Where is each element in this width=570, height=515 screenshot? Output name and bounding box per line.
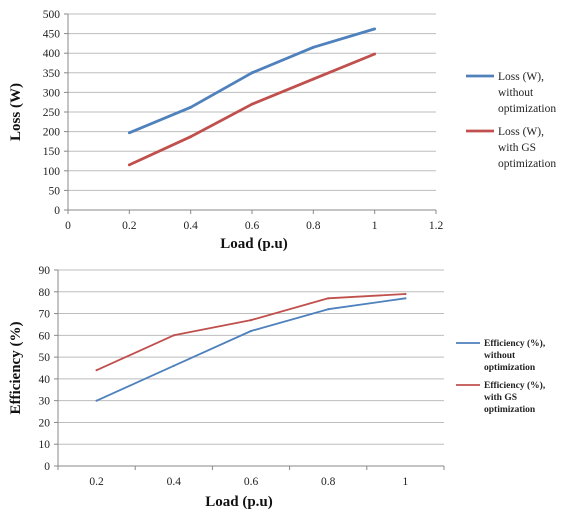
data-point [373,52,377,56]
series-line [128,52,376,167]
x-tick-label: 1.2 [429,220,444,232]
x-axis-title: Load (p.u) [205,494,273,510]
legend-label: with GS [484,393,517,403]
y-tick-label: 70 [39,309,51,321]
y-tick-label: 100 [43,166,61,178]
y-tick-label: 400 [43,48,61,60]
y-tick-label: 250 [43,107,61,119]
legend-label: without [484,351,516,361]
y-tick-label: 50 [49,185,61,197]
y-tick-label: 300 [43,87,61,99]
data-point [404,292,407,296]
legend-label: optimization [484,405,536,415]
y-tick-label: 90 [39,265,51,277]
y-tick-label: 30 [39,396,51,408]
data-point [250,102,254,106]
data-point [373,27,377,31]
y-tick-label: 200 [43,127,61,139]
x-tick-label: 0.2 [89,476,104,488]
y-tick-label: 50 [39,352,51,364]
data-point [249,329,253,333]
data-point [127,131,131,135]
loss-chart: 0 50 100 150 200 250 300 350 400 450 500 0 0.2 0.4 0.6… [8,9,556,252]
efficiency-chart: 0 10 20 30 40 50 60 70 80 90 0.2 0.4 0.6 0.8 1 Load (p.… [8,265,546,510]
x-tick-label: 0.8 [306,220,321,232]
data-point [311,45,315,49]
y-tick-label: 60 [39,330,51,342]
data-point [127,163,131,167]
y-tick-label: 150 [43,146,61,158]
legend-label: with GS [498,142,536,154]
data-point [311,77,315,81]
y-tick-label: 20 [39,417,51,429]
legend-label: optimization [498,103,556,115]
y-tick-label: 80 [39,287,51,299]
data-point [327,308,330,311]
legend-label: Efficiency (%), [484,380,546,391]
x-tick-label: 0 [65,220,71,232]
data-point [95,399,98,402]
y-tick-label: 350 [43,68,61,80]
x-tick-label: 0.4 [167,476,182,488]
y-axis-title: Efficiency (%) [8,322,24,415]
x-tick-label: 0.8 [321,476,336,488]
x-tick-label: 1 [403,476,409,488]
series-line [128,27,376,135]
legend-label: optimization [498,158,556,170]
x-axis-title: Load (p.u) [220,236,288,252]
y-axis-title: Loss (W) [8,83,24,141]
y-tick-label: 40 [39,374,51,386]
legend-label: without [498,87,534,99]
y-tick-label: 0 [54,205,60,217]
data-point [250,71,254,75]
y-tick-label: 10 [39,439,51,451]
data-point [172,334,175,337]
legend-label: Loss (W), [498,71,544,83]
data-point [249,318,253,322]
y-tick-label: 450 [43,29,61,41]
data-point [189,105,193,109]
legend-label: Efficiency (%), [484,338,546,349]
x-tick-label: 1 [372,220,378,232]
data-point [189,135,193,139]
x-tick-label: 0.6 [244,476,259,488]
x-tick-label: 0.4 [183,220,198,232]
legend-label: optimization [484,363,536,373]
y-tick-label: 500 [43,9,61,21]
x-tick-label: 0.2 [122,220,137,232]
y-tick-label: 0 [44,461,50,473]
data-point [172,364,175,367]
data-point [95,369,98,372]
data-point [404,297,407,300]
legend-label: Loss (W), [498,126,544,138]
data-point [327,297,330,300]
x-tick-label: 0.6 [245,220,260,232]
